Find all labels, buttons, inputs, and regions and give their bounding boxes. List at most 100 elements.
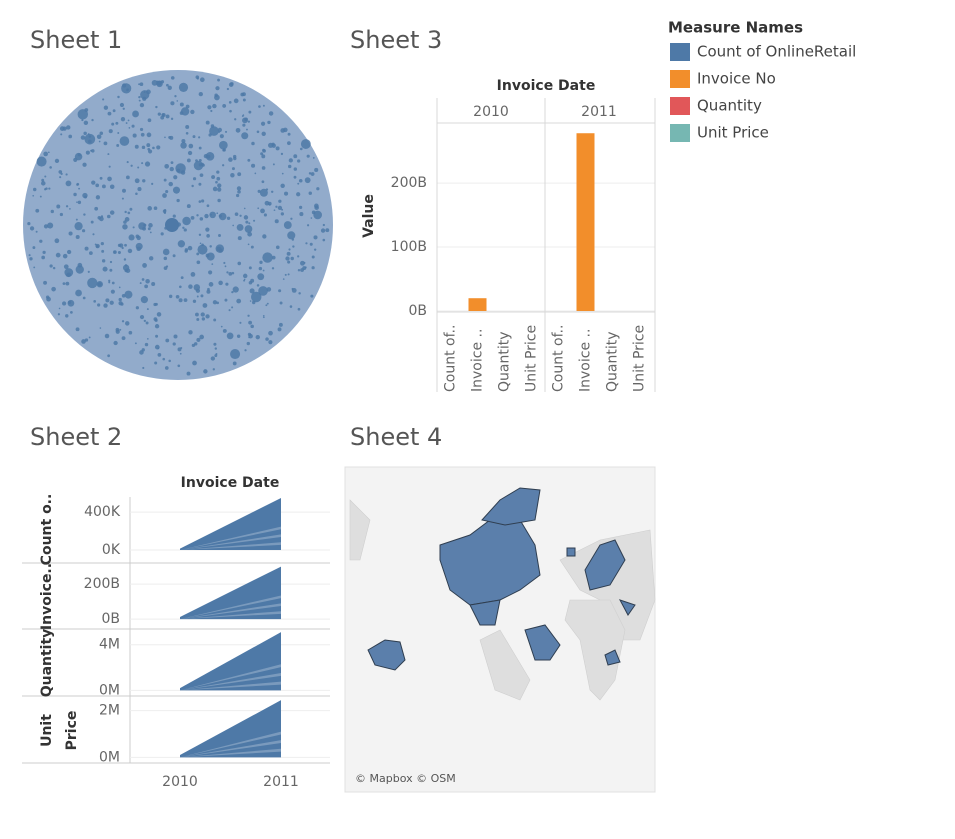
bubble (287, 260, 291, 264)
bubble (142, 179, 146, 183)
bubble (117, 95, 120, 99)
bubble (47, 222, 54, 229)
bubble (279, 301, 283, 305)
bubble (177, 347, 182, 352)
area-streak (180, 534, 281, 551)
bubble (141, 145, 146, 150)
bubble (262, 314, 265, 317)
bubble (306, 154, 310, 158)
bubble (251, 141, 255, 146)
bubble (191, 184, 194, 188)
bubble (226, 271, 229, 274)
bubble (83, 120, 89, 126)
bubble (146, 89, 151, 95)
bubble (185, 125, 190, 129)
bubble (137, 166, 140, 169)
bubble (297, 255, 300, 258)
bubble (206, 234, 210, 238)
bubble (199, 173, 204, 178)
bubble (146, 308, 149, 311)
bubble (239, 321, 242, 324)
bubble (242, 98, 246, 102)
bubble (300, 260, 305, 266)
bubble (208, 282, 214, 287)
bubble (108, 165, 111, 168)
bubble (241, 132, 249, 140)
bubble (210, 213, 212, 216)
x-tick-label: 2010 (162, 774, 198, 790)
bubble (96, 134, 102, 140)
bubble (172, 342, 176, 346)
bubble (160, 232, 164, 236)
bubble (121, 197, 124, 200)
bubble (193, 284, 201, 291)
bubble (218, 234, 221, 237)
y-tick-label: 100B (391, 239, 427, 255)
bubble (77, 200, 82, 205)
area (180, 632, 281, 691)
bubble (51, 286, 56, 292)
legend-swatch (670, 97, 690, 115)
bubble (41, 255, 46, 260)
bubble (263, 213, 267, 217)
bubble (304, 266, 307, 269)
bubble (253, 219, 256, 222)
bubble (234, 118, 237, 121)
bubble (182, 226, 185, 229)
bubble (132, 110, 139, 118)
bubble (169, 166, 174, 172)
bubble (163, 209, 167, 212)
bubble (261, 166, 266, 170)
bubble (205, 314, 210, 319)
bubble (293, 154, 298, 159)
bubble (145, 278, 150, 284)
bubble (284, 273, 287, 276)
bubble (246, 341, 251, 346)
bubble (134, 144, 139, 149)
bubble (209, 211, 216, 219)
bubble (218, 280, 223, 286)
bubble (220, 325, 223, 328)
bubble (200, 312, 205, 317)
bubble (297, 182, 300, 185)
bubble (288, 248, 291, 251)
x-tick-label: Count of.. (443, 325, 459, 392)
area (180, 700, 281, 758)
bubble (112, 109, 116, 113)
bubble (143, 319, 147, 323)
bubble (228, 101, 232, 104)
bubble (300, 139, 311, 149)
bubble (91, 118, 94, 122)
bubble (290, 217, 293, 220)
bubble (249, 300, 252, 302)
bubble (232, 224, 235, 227)
bubble (74, 222, 83, 231)
bubble (310, 217, 313, 219)
bubble (73, 157, 78, 162)
sheet-title: Sheet 2 (30, 423, 122, 451)
bubble (41, 181, 46, 186)
bubble (41, 178, 45, 182)
bubble (48, 187, 51, 190)
bubble (139, 82, 144, 86)
bubble (43, 224, 49, 229)
bubble (77, 153, 81, 157)
bubble (95, 195, 101, 200)
bubble (286, 251, 291, 256)
bubble (217, 78, 220, 82)
bubble (325, 228, 330, 233)
bubble (287, 231, 296, 240)
bubble (212, 186, 218, 192)
bubble (122, 224, 128, 230)
bubble (262, 148, 266, 152)
bubble (312, 157, 315, 159)
bubble (271, 267, 275, 270)
bubble (224, 130, 228, 133)
area-streak (180, 595, 281, 620)
bubble (180, 170, 186, 175)
bubble (128, 127, 131, 129)
bubble (172, 214, 176, 218)
bubble (282, 278, 285, 280)
bubble (217, 187, 222, 192)
bubble (217, 198, 221, 203)
